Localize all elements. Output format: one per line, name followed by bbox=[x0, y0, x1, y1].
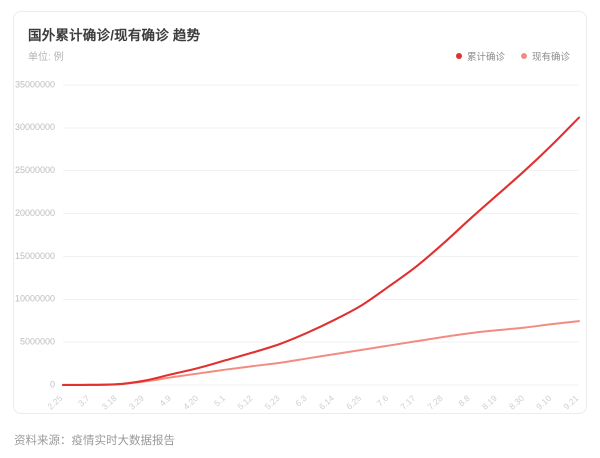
x-axis-tick-label: 7.17 bbox=[398, 393, 417, 412]
y-axis-tick-label: 35000000 bbox=[15, 79, 55, 89]
legend-dot-cumulative-icon bbox=[455, 53, 462, 59]
x-axis-tick-label: 2.25 bbox=[45, 393, 64, 412]
x-axis-tick-label: 7.6 bbox=[375, 393, 391, 409]
y-axis-tick-label: 10000000 bbox=[15, 294, 55, 304]
x-axis-tick-label: 3.29 bbox=[127, 393, 146, 412]
chart-unit-label: 单位: 例 bbox=[28, 52, 64, 63]
y-axis-tick-label: 30000000 bbox=[15, 122, 55, 132]
chart-legend: 累计确诊 现有确诊 bbox=[455, 49, 570, 63]
source-note: 资料来源：疫情实时大数据报告 bbox=[14, 435, 175, 447]
plot-area[interactable]: 0 5000000 10000000 15000000 20000000 25000000… bbox=[14, 12, 588, 415]
x-axis-tick-label: 5.12 bbox=[235, 393, 254, 412]
x-axis-tick-label: 9.10 bbox=[534, 393, 553, 412]
x-axis-tick-label: 3.18 bbox=[100, 393, 119, 412]
x-axis-tick-label: 5.1 bbox=[212, 393, 228, 409]
x-axis-tick-label: 4.9 bbox=[157, 393, 173, 409]
x-axis-tick-label: 8.8 bbox=[456, 393, 472, 409]
x-axis-tick-label: 9.21 bbox=[561, 393, 580, 412]
gridlines-group bbox=[63, 84, 579, 386]
page-title: 国外累计确诊/现有确诊 趋势 bbox=[28, 28, 201, 43]
x-axis-tick-label: 4.20 bbox=[181, 393, 200, 412]
chart-card: 国外累计确诊/现有确诊 趋势 单位: 例 累计确诊 现有确诊 0 5000000 1… bbox=[13, 11, 587, 414]
x-axis-ticks-group: 2.25 3.7 3.18 3.29 4.9 4.20 5.1 5.12 5.23 6.3 6.14… bbox=[45, 393, 580, 412]
x-axis-tick-label: 3.7 bbox=[76, 393, 92, 409]
series-group bbox=[61, 116, 581, 387]
series-line-cumulative bbox=[61, 116, 581, 387]
x-axis-tick-label: 5.23 bbox=[263, 393, 282, 412]
legend-item-existing[interactable]: 现有确诊 bbox=[520, 49, 570, 63]
y-axis-tick-label: 0 bbox=[50, 379, 55, 389]
series-line-existing bbox=[62, 320, 580, 386]
y-axis-tick-label: 15000000 bbox=[15, 251, 55, 261]
x-axis-tick-label: 6.25 bbox=[344, 393, 363, 412]
x-axis-tick-label: 6.14 bbox=[317, 393, 336, 412]
legend-label-cumulative: 累计确诊 bbox=[466, 52, 505, 63]
x-axis-tick-label: 8.30 bbox=[507, 393, 526, 412]
x-axis-tick-label: 7.28 bbox=[426, 393, 445, 412]
y-axis-tick-label: 25000000 bbox=[15, 165, 55, 175]
y-axis-ticks-group: 0 5000000 10000000 15000000 20000000 25000000… bbox=[15, 79, 55, 389]
y-axis-tick-label: 5000000 bbox=[20, 337, 55, 347]
y-axis-tick-label: 20000000 bbox=[15, 208, 55, 218]
legend-item-cumulative[interactable]: 累计确诊 bbox=[455, 49, 505, 63]
legend-label-existing: 现有确诊 bbox=[531, 52, 570, 63]
x-axis-tick-label: 6.3 bbox=[293, 393, 309, 409]
x-axis-tick-label: 8.19 bbox=[480, 393, 499, 412]
legend-dot-existing-icon bbox=[520, 53, 527, 59]
line-chart-svg[interactable]: 0 5000000 10000000 15000000 20000000 25000000… bbox=[14, 12, 588, 415]
